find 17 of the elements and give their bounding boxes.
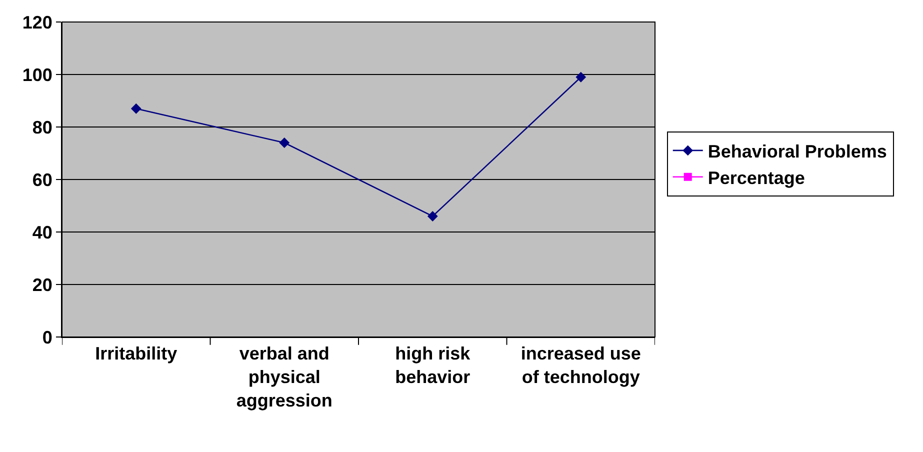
- point: [130, 103, 142, 114]
- y-tick-label: 0: [42, 327, 52, 348]
- y-tick-label: 40: [32, 222, 52, 242]
- y-tick-label: 60: [32, 170, 52, 190]
- point: [576, 72, 586, 82]
- legend-label: Behavioral Problems: [708, 141, 887, 162]
- y-tick-label: 100: [22, 64, 52, 85]
- y-tick-label: 20: [32, 274, 52, 295]
- x-tick-label: high risk behavior: [395, 344, 472, 387]
- legend-label: Percentage: [708, 168, 805, 188]
- x-tick-label: increased use of technology: [520, 344, 641, 387]
- point: [279, 138, 290, 148]
- y-tick-label: 120: [22, 12, 52, 32]
- point: [427, 211, 438, 222]
- x-tick-label: Irritability: [95, 344, 178, 364]
- y-tick-label: 80: [32, 117, 52, 138]
- x-tick-label: verbal and physical aggression: [236, 344, 332, 410]
